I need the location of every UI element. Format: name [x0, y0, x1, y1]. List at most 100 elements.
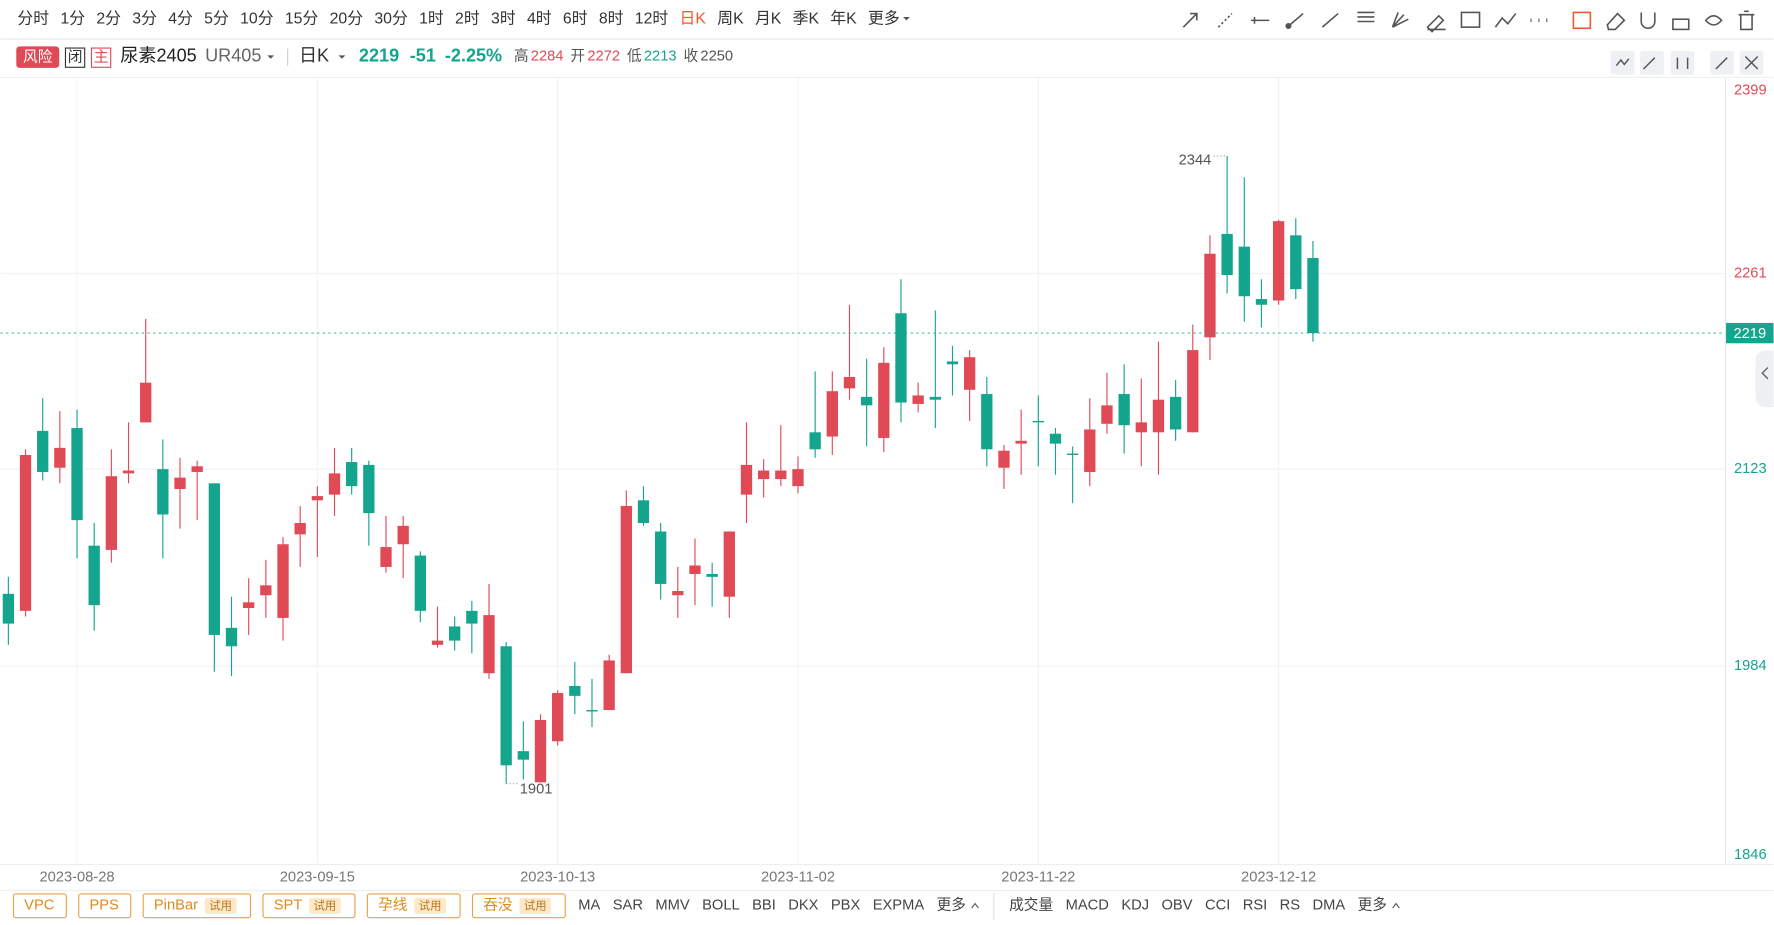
caret	[338, 55, 346, 59]
tool-fan[interactable]	[1391, 12, 1409, 28]
candle-body	[826, 391, 838, 437]
tool-fib[interactable]	[1357, 11, 1375, 23]
period-tab[interactable]: 年K	[830, 9, 857, 27]
period-tab[interactable]: 20分	[330, 9, 364, 27]
period-tab[interactable]: 1分	[60, 9, 85, 27]
tool-edit[interactable]	[1572, 11, 1592, 30]
period-tab[interactable]: 周K	[717, 10, 744, 27]
header-period[interactable]: 日K	[299, 45, 329, 65]
period-tab[interactable]: 更多	[868, 9, 900, 27]
side-panel-arrow	[1761, 366, 1769, 380]
indicator-tab[interactable]: BOLL	[702, 898, 740, 914]
tool-image[interactable]	[1460, 11, 1481, 28]
badge-text: 闭	[68, 49, 83, 66]
indicator-tab[interactable]: DMA	[1312, 898, 1345, 914]
period-tab[interactable]: 2分	[96, 9, 121, 27]
candle-body	[1187, 350, 1199, 433]
indicator-tab[interactable]: MA	[578, 898, 600, 914]
candle-body	[311, 496, 323, 501]
period-tab[interactable]: 10分	[240, 9, 274, 27]
period-tab[interactable]: 8时	[599, 9, 624, 27]
period-tab[interactable]: 1时	[419, 9, 444, 27]
candle-body	[88, 545, 100, 606]
caret-up	[1392, 902, 1400, 909]
candle-body	[1118, 394, 1130, 426]
period-tab[interactable]: 季K	[793, 9, 820, 27]
candle-body	[517, 751, 529, 760]
side-panel-handle[interactable]	[1755, 350, 1774, 408]
pattern-button[interactable]: SPT 试用	[262, 893, 356, 919]
period-tab[interactable]: 月K	[755, 10, 782, 27]
period-tab[interactable]: 4时	[527, 9, 552, 27]
indicator-tab[interactable]: 成交量	[1009, 896, 1053, 914]
indicator-tab[interactable]: 更多	[937, 897, 966, 914]
tool-lock[interactable]	[1672, 18, 1690, 31]
pattern-label: PPS	[89, 898, 119, 914]
candle-body	[1032, 420, 1044, 423]
period-tab[interactable]: 12时	[635, 9, 669, 27]
candle-body	[1084, 429, 1096, 472]
indicator-tab[interactable]: PBX	[831, 898, 861, 914]
indicator-tab[interactable]: DKX	[788, 898, 818, 914]
pattern-button[interactable]: 吞没 试用	[471, 893, 566, 919]
period-tab[interactable]: 日K	[680, 10, 707, 27]
pattern-button[interactable]: PinBar 试用	[142, 893, 252, 919]
period-tab[interactable]: 15分	[285, 9, 319, 27]
tool-ray[interactable]	[1217, 13, 1233, 28]
indicator-tab[interactable]: RS	[1280, 898, 1301, 914]
period-tab[interactable]: 3分	[132, 9, 157, 27]
candle-body	[122, 470, 135, 474]
period-tab[interactable]: 30分	[374, 9, 408, 27]
period-tab[interactable]: 2时	[455, 9, 480, 27]
indicator-tab[interactable]: KDJ	[1121, 898, 1149, 914]
pattern-button[interactable]: VPC	[12, 893, 67, 919]
chart-controls	[1610, 50, 1764, 75]
candle-body	[1272, 221, 1285, 301]
indicator-tab[interactable]: OBV	[1162, 898, 1193, 914]
indicator-tab[interactable]: BBI	[752, 898, 776, 914]
tool-delete[interactable]	[1738, 10, 1755, 31]
tool-trend[interactable]	[1494, 13, 1517, 28]
tool-line[interactable]	[1321, 12, 1339, 28]
candle-body	[586, 710, 598, 712]
candle-body	[569, 685, 581, 696]
indicator-tab[interactable]: RSI	[1243, 898, 1267, 914]
control-candle[interactable]	[1670, 50, 1695, 75]
caret-up	[971, 902, 979, 909]
control-draw[interactable]	[1640, 50, 1664, 75]
period-tab[interactable]: 4分	[168, 9, 193, 27]
candle-body	[757, 470, 770, 480]
tool-magnet[interactable]	[1640, 12, 1656, 30]
candle-body	[706, 574, 718, 577]
indicator-tab[interactable]: EXPMA	[873, 898, 925, 914]
tool-pen[interactable]	[1426, 14, 1446, 33]
tool-eraser[interactable]	[1606, 12, 1626, 31]
candle-body	[191, 466, 203, 472]
pattern-label: PinBar	[154, 898, 198, 914]
tool-eye[interactable]	[1704, 15, 1723, 26]
trial-tag-bg	[519, 897, 552, 914]
pattern-label: 吞没	[483, 897, 513, 914]
candle-body	[963, 357, 976, 390]
ohlc-value: 2272	[587, 48, 620, 64]
candle-body	[1238, 246, 1250, 297]
indicator-tab[interactable]: MMV	[655, 898, 689, 914]
period-tab[interactable]: 6时	[563, 9, 588, 27]
tool-arrow[interactable]	[1182, 12, 1198, 28]
pattern-button[interactable]: 孕线 试用	[366, 893, 461, 919]
period-tab[interactable]: 3时	[491, 9, 516, 27]
candle-body	[174, 477, 186, 489]
candle-body	[54, 447, 66, 468]
candle-body	[449, 626, 461, 641]
indicator-tab[interactable]: CCI	[1205, 898, 1230, 914]
indicator-tab[interactable]: SAR	[613, 898, 643, 914]
period-tab[interactable]: 分时	[17, 9, 49, 27]
tool-hline[interactable]	[1251, 16, 1270, 24]
indicator-tab[interactable]: MACD	[1066, 898, 1109, 914]
pattern-button[interactable]: PPS	[78, 893, 132, 919]
trial-tag-bg	[414, 897, 446, 914]
indicator-tab[interactable]: 更多	[1358, 897, 1387, 914]
candle-body	[1290, 235, 1302, 290]
period-tab[interactable]: 5分	[204, 9, 229, 27]
